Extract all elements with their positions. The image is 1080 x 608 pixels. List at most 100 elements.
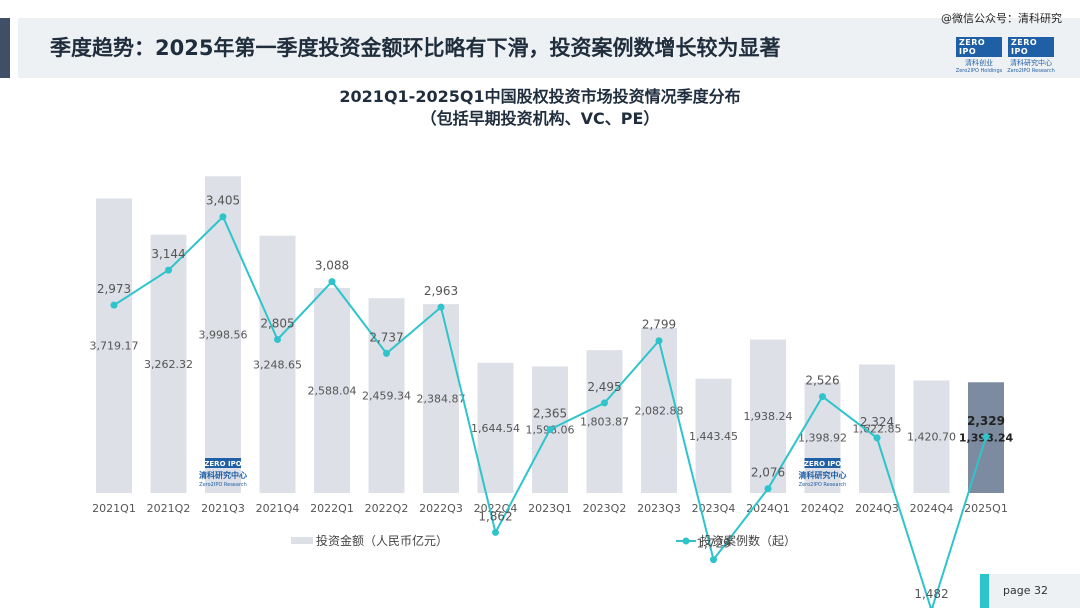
line-value-label: 2,365	[533, 407, 567, 421]
watermark-mark-text: ZERO IPO	[204, 460, 241, 468]
cases-point-2025Q1	[982, 433, 990, 441]
bar-value-label: 2,588.04	[308, 385, 357, 398]
chart-title: 2021Q1-2025Q1中国股权投资市场投资情况季度分布	[339, 87, 741, 106]
bar-2021Q4	[259, 235, 296, 494]
bar-value-label: 1,803.87	[580, 416, 629, 429]
line-value-label: 2,329	[967, 414, 1005, 428]
bar-value-label: 1,644.54	[471, 422, 520, 435]
logo-mark: ZERO IPO	[1008, 37, 1054, 57]
bar-value-label: 2,384.87	[417, 393, 466, 406]
x-tick-label: 2022Q3	[419, 502, 463, 515]
watermark-mark-text: ZERO IPO	[804, 460, 841, 468]
page-footer	[980, 574, 1080, 608]
x-tick-label: 2023Q1	[528, 502, 572, 515]
bar-value-label: 1,420.70	[907, 431, 956, 444]
line-value-label: 2,495	[587, 380, 621, 394]
line-value-label: 2,799	[642, 318, 676, 332]
line-value-label: 3,144	[151, 247, 185, 261]
line-value-label: 2,526	[805, 374, 839, 388]
zero2ipo-research-logo: ZERO IPO 清科研究中心 Zero2IPO Research	[1007, 37, 1055, 74]
cases-point-2024Q1	[764, 485, 772, 493]
bar-value-label: 3,262.32	[144, 358, 193, 371]
line-value-label: 2,324	[860, 415, 894, 429]
bar-2022Q2	[368, 298, 405, 493]
logo-mark: ZERO IPO	[956, 37, 1002, 57]
watermark-logo-mark	[205, 458, 241, 468]
logo-cn: 清科研究中心	[1010, 59, 1052, 67]
cases-point-2022Q4	[492, 528, 499, 536]
page-number: 32	[1034, 584, 1048, 597]
cases-point-2022Q3	[437, 303, 445, 311]
watermark-en-text: Zero2IPO Research	[199, 482, 247, 488]
x-tick-label: 2024Q4	[910, 502, 954, 515]
watermark-cn-text: 清科研究中心	[199, 470, 247, 480]
x-tick-label: 2024Q3	[855, 502, 899, 515]
bar-2024Q4	[913, 380, 950, 493]
title-bar	[18, 18, 1080, 78]
x-tick-label: 2021Q2	[147, 502, 191, 515]
x-tick-label: 2024Q2	[801, 502, 845, 515]
x-tick-label: 2022Q2	[365, 502, 409, 515]
logo-cn: 清科创业	[965, 59, 993, 67]
watermark-cn-text: 清科研究中心	[799, 470, 847, 480]
left-accent-bar	[0, 18, 10, 78]
cases-point-2023Q2	[601, 399, 608, 407]
legend-bar-swatch	[291, 537, 313, 544]
cases-point-2023Q4	[710, 556, 717, 564]
legend-line-marker	[682, 537, 690, 545]
page-label: page	[1003, 584, 1031, 597]
bar-2021Q1	[96, 198, 132, 493]
x-tick-label: 2023Q4	[692, 502, 736, 515]
x-tick-label: 2024Q1	[746, 502, 790, 515]
cases-point-2024Q2	[819, 393, 826, 401]
bar-value-label: 3,719.17	[90, 340, 139, 353]
line-value-label: 1,482	[914, 587, 948, 601]
logo-en: Zero2IPO Research	[1007, 68, 1055, 74]
cases-point-2024Q3	[873, 434, 881, 442]
x-tick-label: 2025Q1	[964, 502, 1008, 515]
x-tick-label: 2021Q3	[201, 502, 245, 515]
bar-2022Q1	[314, 288, 350, 493]
bar-value-label: 2,082.88	[635, 405, 684, 418]
x-tick-label: 2021Q1	[92, 502, 136, 515]
cases-point-2023Q3	[655, 337, 663, 345]
cases-point-2021Q2	[165, 266, 172, 274]
x-tick-label: 2021Q4	[256, 502, 300, 515]
line-value-label: 2,963	[424, 284, 458, 298]
line-value-label: 1,862	[478, 509, 512, 523]
bar-value-label: 1,398.92	[798, 432, 847, 445]
header-logos: ZERO IPO 清科创业 Zero2IPO Holdings ZERO IPO…	[956, 37, 1055, 74]
legend-line-label: 投资案例数（起）	[700, 533, 796, 548]
line-value-label: 1,729	[696, 537, 730, 551]
bar-value-label: 3,998.56	[199, 329, 248, 342]
cases-point-2022Q2	[383, 349, 390, 357]
bar-value-label: 2,459.34	[362, 390, 411, 403]
bar-2022Q3	[423, 304, 459, 493]
bar-value-label: 1,938.24	[744, 410, 793, 423]
bar-value-label: 1,622.85	[853, 423, 902, 436]
cases-point-2022Q1	[328, 278, 336, 286]
cases-point-2021Q3	[219, 213, 227, 221]
bar-value-label: 3,248.65	[253, 358, 302, 371]
bar-value-label: 1,443.45	[689, 430, 738, 443]
cases-point-2021Q1	[110, 301, 118, 309]
wechat-watermark: @微信公众号：清科研究	[941, 12, 1062, 25]
bar-2024Q2	[804, 382, 841, 493]
page-accent	[980, 574, 989, 608]
chart-title-block: 2021Q1-2025Q1中国股权投资市场投资情况季度分布 （包括早期投资机构、…	[0, 86, 1080, 130]
page-headline: 季度趋势：2025年第一季度投资金额环比略有下滑，投资案例数增长较为显著	[50, 36, 781, 60]
x-tick-label: 2022Q1	[310, 502, 354, 515]
line-value-label: 3,405	[206, 194, 240, 208]
watermark-en-text: Zero2IPO Research	[799, 482, 847, 488]
bar-2023Q2	[586, 350, 623, 493]
chart-subtitle: （包括早期投资机构、VC、PE）	[420, 109, 660, 128]
cases-point-2021Q4	[274, 335, 281, 343]
cases-point-2023Q1	[546, 426, 554, 434]
legend-bar-label: 投资金额（人民币亿元）	[316, 533, 448, 548]
x-tick-label: 2023Q2	[583, 502, 627, 515]
bar-2023Q4	[695, 378, 732, 493]
line-value-label: 2,973	[97, 282, 131, 296]
bar-2022Q4	[477, 362, 514, 493]
watermark-logo-mark	[804, 458, 841, 468]
